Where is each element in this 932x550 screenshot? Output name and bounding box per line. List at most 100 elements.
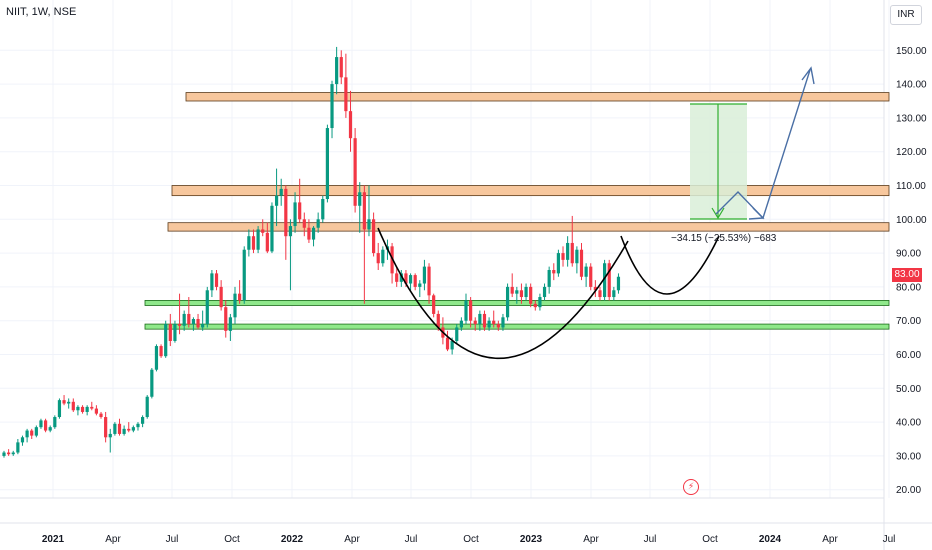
candle (80, 405, 85, 414)
candle-body (566, 242, 570, 260)
candle (362, 185, 366, 304)
projection-path (715, 69, 811, 220)
candle (85, 405, 89, 416)
candle-body (131, 427, 135, 431)
candle (533, 300, 537, 311)
candle-body (381, 249, 385, 264)
candle-body (219, 286, 223, 308)
candle (482, 310, 487, 331)
candle-body (164, 324, 168, 357)
candle (210, 270, 214, 298)
candle-body (173, 324, 177, 341)
candle (492, 310, 496, 328)
candle (270, 202, 274, 254)
candle-body (376, 253, 380, 264)
candle-body (348, 111, 353, 139)
candle-body (224, 307, 228, 331)
currency-button[interactable]: INR (890, 5, 922, 25)
y-tick-label: 40.00 (896, 418, 921, 429)
candle-body (556, 253, 560, 274)
resistance-zone (185, 92, 890, 102)
candle-body (501, 317, 505, 328)
candle (265, 222, 269, 254)
x-tick-label: Apr (105, 534, 121, 545)
candle-body (20, 437, 25, 443)
candle-body (62, 400, 66, 404)
price-axis[interactable]: 150.00 140.00 130.00 120.00 110.00 100.00 90.0… (896, 46, 927, 496)
candle (187, 297, 191, 328)
candle (94, 405, 98, 416)
candle-body (191, 319, 196, 325)
y-tick-label: 150.00 (896, 46, 927, 57)
candle (99, 411, 103, 419)
candle-body (422, 266, 427, 284)
y-tick-label: 50.00 (896, 384, 921, 395)
candle-body (113, 423, 117, 434)
candle-body (496, 324, 500, 328)
candle (566, 236, 570, 267)
candle (131, 425, 135, 433)
measurement-label: −34.15 (−25.53%) −683 (671, 233, 777, 244)
candle (293, 192, 297, 233)
y-tick-label: 100.00 (896, 215, 927, 226)
candle-body (57, 400, 62, 418)
candle (43, 418, 48, 433)
candle (20, 435, 25, 446)
x-tick-label: 2022 (281, 534, 304, 545)
candle-body (187, 313, 191, 325)
candle (219, 280, 223, 311)
candle (288, 219, 293, 291)
x-tick-label: Apr (822, 534, 838, 545)
candle (413, 273, 417, 291)
candle-body (39, 420, 43, 428)
candle (348, 90, 353, 152)
candle-body (607, 263, 611, 298)
time-axis[interactable]: 2021 Apr Jul Oct 2022 Apr Jul Oct 2023 Apr Jul Oct 2… (42, 534, 896, 545)
candle-body (7, 452, 11, 455)
candle-body (141, 417, 145, 424)
candle (117, 418, 122, 436)
candle-body (293, 202, 297, 227)
x-tick-label: 2023 (520, 534, 543, 545)
candle (136, 422, 140, 431)
candle (104, 411, 108, 443)
candle (390, 242, 394, 284)
candle (367, 185, 371, 237)
candle (542, 283, 547, 301)
candle-body (487, 320, 491, 328)
candle-body (482, 313, 487, 328)
candle-body (464, 300, 468, 321)
flash-icon[interactable]: ⚡ (683, 479, 699, 495)
candle (90, 401, 94, 411)
candle-body (11, 452, 15, 455)
candle (205, 286, 209, 328)
candle (469, 297, 473, 328)
candle-body (367, 219, 371, 230)
candle (214, 270, 219, 291)
y-tick-label: 110.00 (896, 181, 926, 192)
candle (154, 344, 159, 372)
candle (196, 313, 200, 330)
candle (251, 229, 256, 254)
candle (201, 310, 205, 331)
candle (584, 263, 588, 287)
candle-body (330, 84, 334, 129)
candle (538, 293, 542, 311)
candle-body (432, 295, 436, 314)
y-tick-label: 130.00 (896, 113, 927, 124)
candle (432, 293, 436, 318)
candle (603, 259, 607, 301)
candle (279, 178, 283, 206)
candle-body (321, 199, 325, 220)
candle-body (353, 138, 357, 206)
candle-body (436, 313, 440, 328)
candle-body (325, 128, 329, 200)
last-price-tag: 83.00 (892, 268, 922, 282)
candle (607, 259, 611, 301)
candle (311, 226, 316, 247)
candle-body (492, 320, 496, 325)
candle-body (238, 293, 242, 301)
candle-body (408, 275, 413, 284)
candle-body (339, 57, 343, 78)
